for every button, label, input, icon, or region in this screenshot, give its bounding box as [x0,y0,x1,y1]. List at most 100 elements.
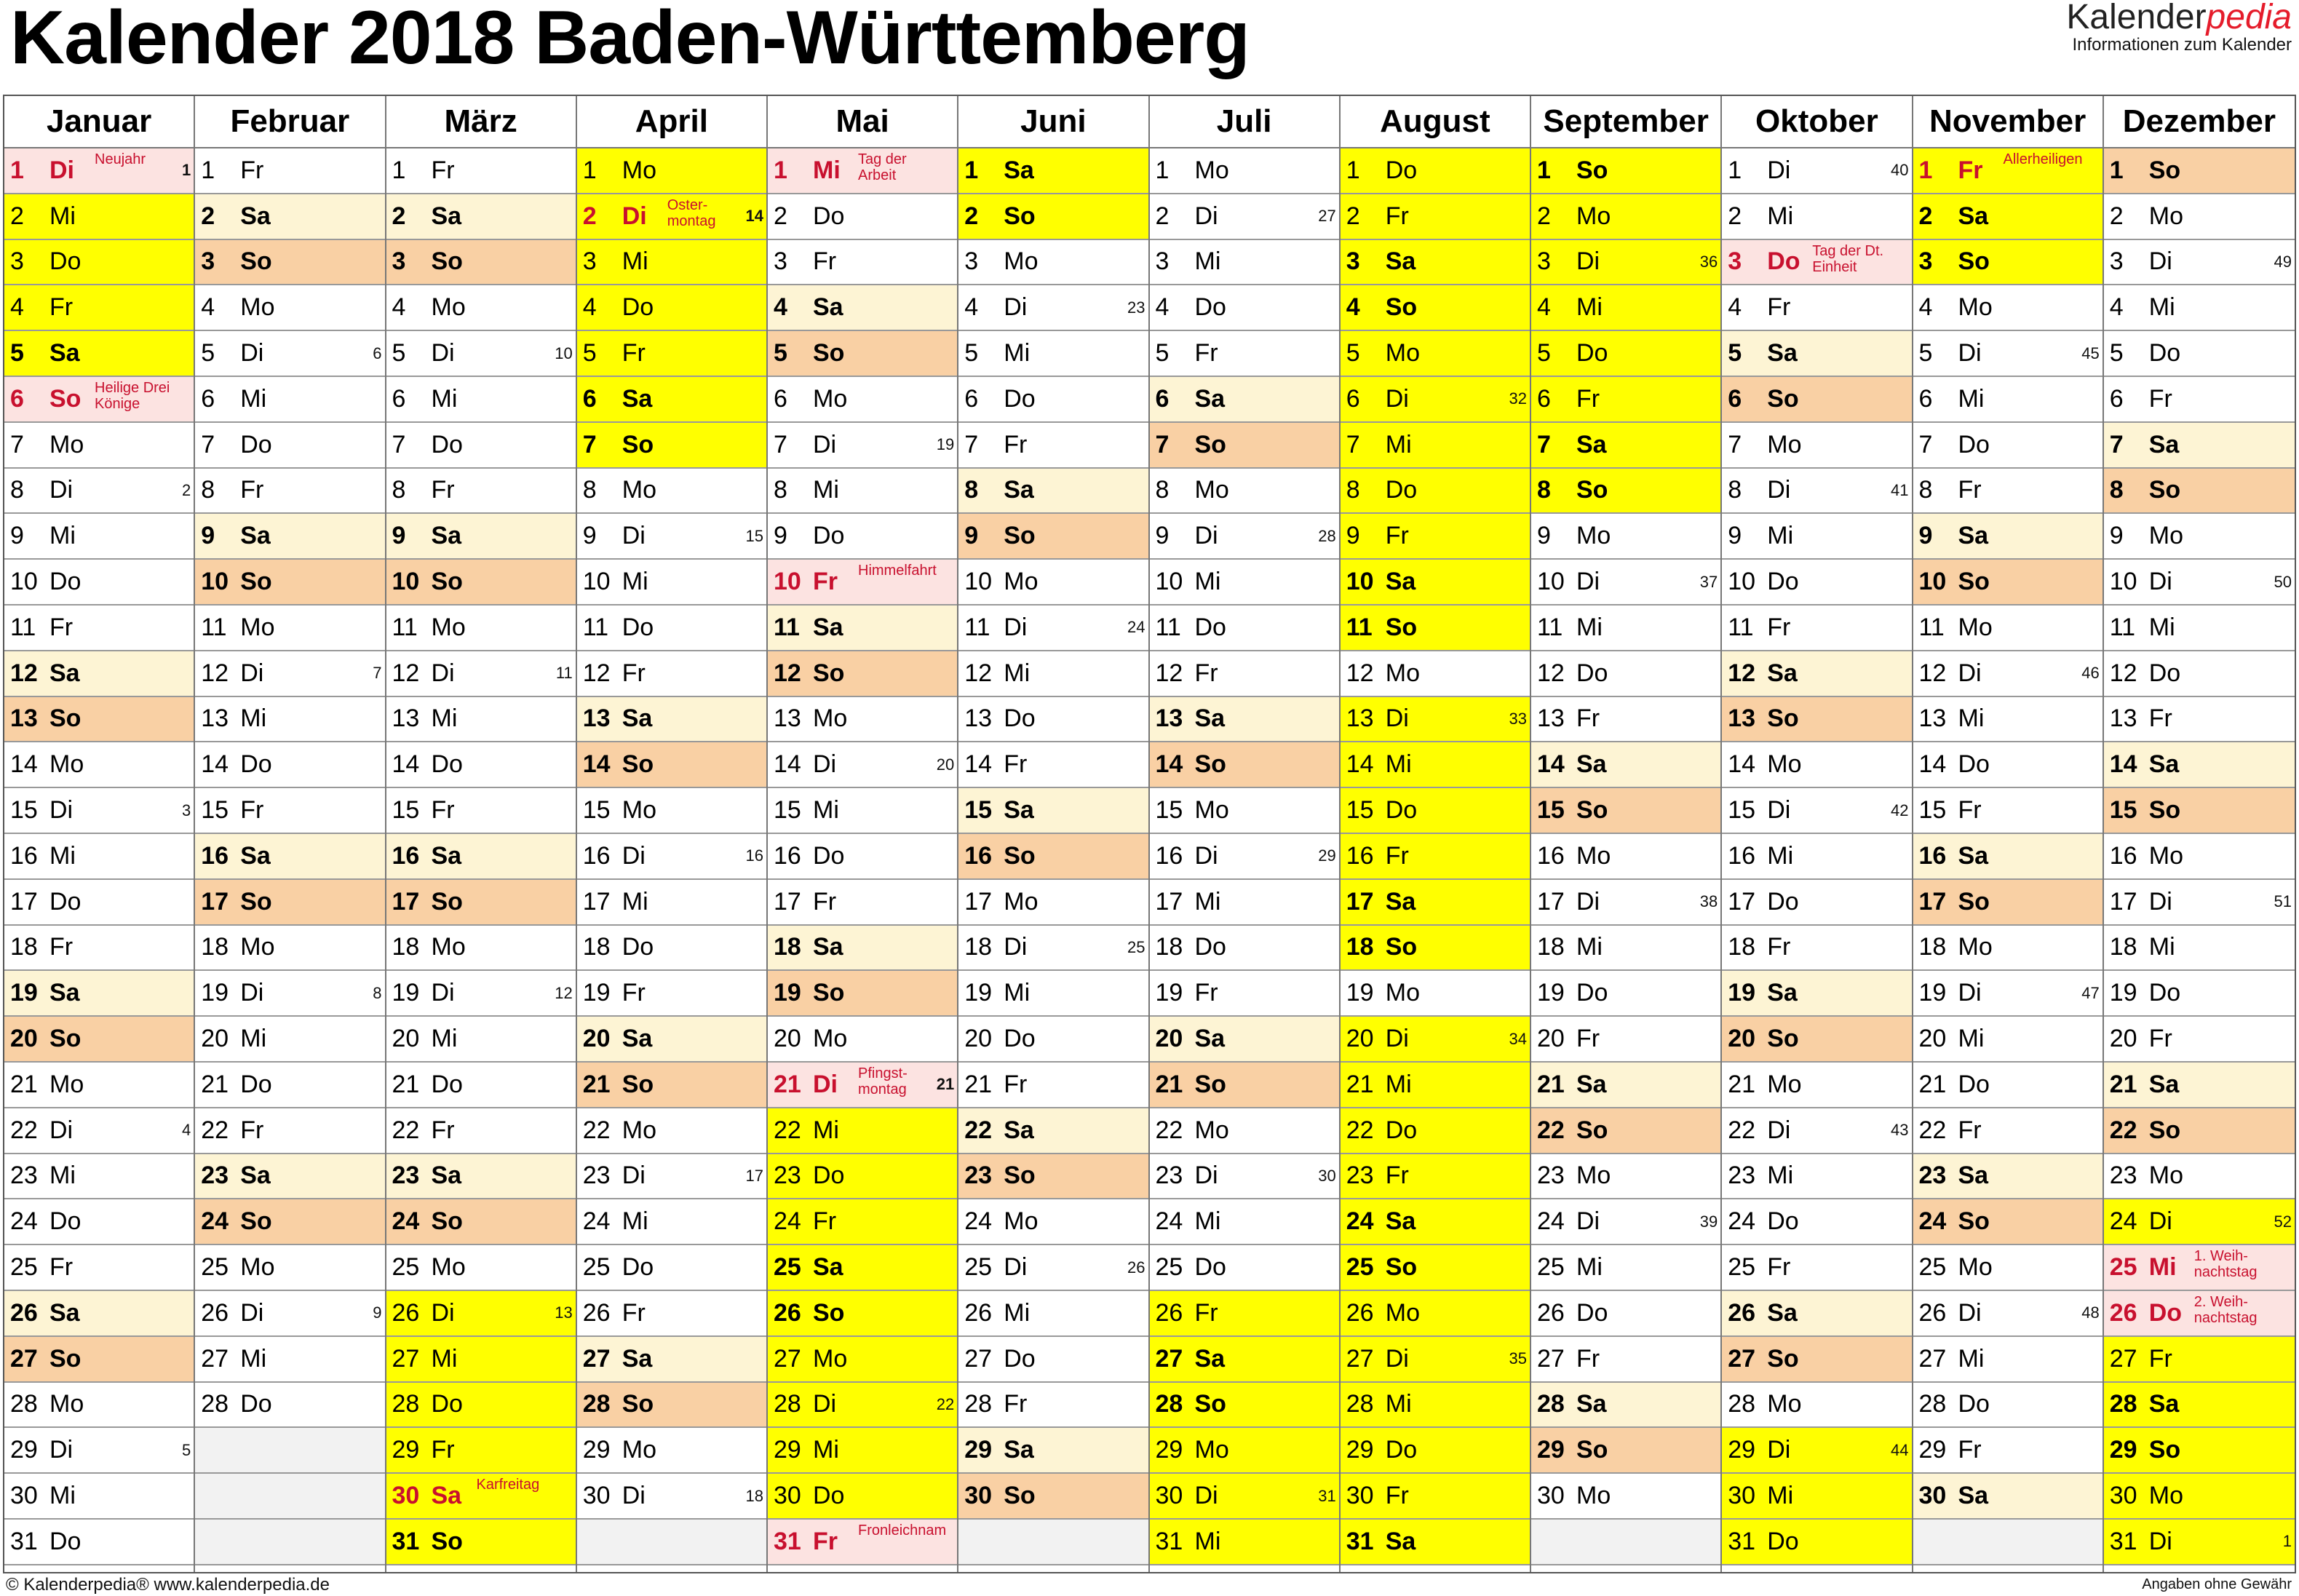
day-number: 14 [2109,750,2137,779]
day-number: 18 [201,933,229,961]
day-number: 1 [582,156,597,184]
weekday-label: So [1958,887,1990,916]
day-number: 10 [10,568,38,596]
weekday-label: Di [813,430,837,458]
day-cell: 30 Di 31 [1149,1474,1339,1520]
day-number: 30 [582,1482,611,1509]
month-header: August [1340,96,1530,148]
day-number: 30 [1918,1482,1947,1509]
weekday-label: Do [622,933,654,961]
day-cell: 22 So [2103,1108,2295,1154]
weekday-label: Mi [1958,704,1985,733]
weekday-label: Mi [431,384,458,413]
weekday-label: So [240,568,272,596]
day-cell: 5 Sa [1722,331,1912,377]
day-cell: 9 Do [768,514,958,560]
day-number: 6 [774,384,787,413]
day-cell: 17 Fr [768,879,958,926]
weekday-label: Fr [2148,704,2172,733]
day-cell: 13 Sa [1149,696,1339,743]
weekday-label: Fr [813,568,838,596]
weekday-label: Mo [1576,1162,1611,1190]
day-cell: 12 So [768,651,958,697]
day-number: 5 [1728,339,1742,368]
weekday-label: Sa [431,202,462,230]
day-cell: 25 Sa [768,1245,958,1291]
weekday-label: Mi [49,1482,76,1509]
day-number: 24 [10,1207,38,1236]
day-cell: 29 Mi [768,1428,958,1474]
weekday-label: Fr [622,339,646,368]
day-number: 12 [392,659,420,687]
weekday-label: Mi [49,522,76,550]
week-number: 34 [1509,1029,1527,1048]
day-cell: 25 Do [576,1245,766,1291]
weekday-label: Do [1767,887,1799,916]
weekday-label: Do [1576,339,1608,368]
day-cell: 8 Mi [768,468,958,515]
weekday-label: So [1958,1207,1990,1236]
day-cell: 22 So [1531,1108,1721,1154]
day-number: 4 [10,293,24,322]
day-number: 20 [201,1025,229,1053]
day-number: 30 [1537,1482,1565,1509]
day-cell: 21 Fr [958,1062,1148,1108]
day-cell: 30 Mo [2103,1474,2295,1520]
day-number: 31 [1728,1527,1756,1555]
weekday-label: So [1004,1482,1036,1509]
day-cell: 21 Sa [2103,1062,2295,1108]
day-cell: 2 Sa [195,194,385,240]
day-cell: 9 Sa [1913,514,2103,560]
brand-accent: pedia [2206,0,2292,36]
day-cell: 1 So [1531,148,1721,194]
weekday-label: Fr [813,1527,838,1555]
day-number: 20 [1346,1025,1374,1053]
month-column-6: Juli 1 Mo 2 Di 27 3 Mi 4 Do 5 Fr 6 Sa 7 So 8 Mo 9 Di 28 10 Mi 1… [1149,96,1341,1572]
day-number: 9 [582,522,597,550]
weekday-label: Fr [622,659,646,687]
weekday-label: Mi [1385,1390,1412,1418]
weekday-label: Fr [49,1253,74,1282]
weekday-label: Mi [1194,887,1221,916]
weekday-label: Di [1958,659,1982,687]
brand-logo[interactable]: Kalenderpedia Informationen zum Kalender [2066,0,2292,54]
day-cell: 16 Sa [1913,833,2103,880]
day-number: 17 [1346,887,1374,916]
day-number: 20 [964,1025,993,1053]
day-number: 5 [392,339,406,368]
day-cell: 29 Mo [1149,1428,1339,1474]
week-number: 6 [373,344,382,362]
day-number: 2 [1537,202,1551,230]
day-cell: 31 Do [4,1519,194,1565]
day-cell: 6 So [1722,376,1912,423]
weekday-label: Do [813,1482,845,1509]
weekday-label: Sa [2148,750,2180,779]
day-number: 3 [1918,247,1933,276]
weekday-label: Mi [813,476,839,504]
weekday-label: So [622,750,654,779]
day-number: 29 [1728,1436,1756,1464]
day-number: 23 [1918,1162,1947,1190]
week-number: 52 [2274,1212,2292,1231]
day-cell: 18 So [1340,925,1530,972]
weekday-label: Do [1767,1207,1799,1236]
day-number: 23 [1155,1162,1183,1190]
weekday-label: Sa [1385,247,1416,276]
day-cell: 20 Di 34 [1340,1017,1530,1063]
day-cell: 15 Di 3 [4,788,194,834]
weekday-label: Sa [1194,704,1226,733]
weekday-label: So [431,247,463,276]
weekday-label: Mi [1958,384,1985,413]
weekday-label: Mi [1576,613,1603,641]
day-cell: 30 Mi [1722,1474,1912,1520]
weekday-label: So [813,659,845,687]
day-number: 7 [964,430,979,458]
day-cell: 21 Do [386,1062,576,1108]
weekday-label: Mi [813,796,839,825]
weekday-label: Sa [2148,1390,2180,1418]
weekday-label: Mo [1958,1253,1993,1282]
day-number: 4 [1537,293,1551,322]
weekday-label: So [1958,568,1990,596]
day-cell: 20 Sa [1149,1017,1339,1063]
weekday-label: Sa [1004,796,1034,825]
